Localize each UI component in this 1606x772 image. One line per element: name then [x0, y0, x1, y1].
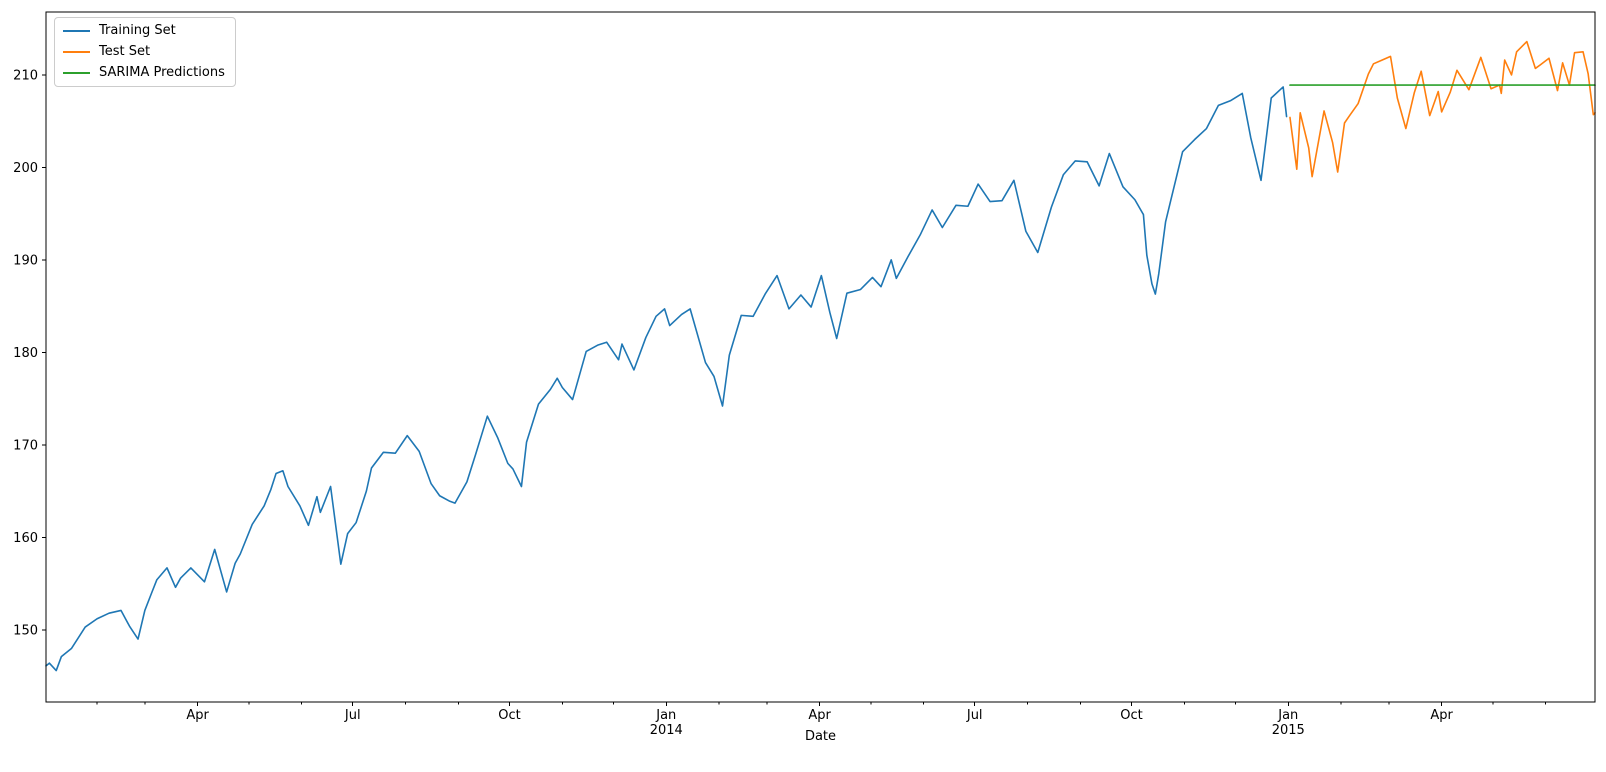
x-tick-label: Apr: [186, 708, 209, 723]
x-tick-year-label: 2015: [1272, 723, 1305, 738]
y-axis: 150 160 170 180 190 200 210: [13, 68, 46, 638]
y-tick-label: 210: [13, 68, 38, 83]
plot-border: [45, 11, 1596, 703]
x-tick-label: Apr: [1430, 708, 1453, 723]
x-tick-label: Jan: [655, 708, 676, 723]
legend-label-sarima-predictions: SARIMA Predictions: [99, 65, 225, 80]
legend-label-test-set: Test Set: [99, 44, 151, 59]
legend: Training Set Test Set SARIMA Predictions: [54, 17, 236, 87]
sarima-predictions-line-swatch: [63, 72, 90, 74]
x-tick-label: Oct: [1120, 708, 1142, 723]
x-tick-year-label: 2014: [650, 723, 683, 738]
y-tick-label: 150: [13, 623, 38, 638]
y-tick-label: 170: [13, 438, 38, 453]
x-tick-label: Jul: [966, 708, 983, 723]
series-group: [45, 40, 1596, 672]
y-tick-label: 160: [13, 531, 38, 546]
training-set-line-swatch: [63, 30, 90, 32]
y-tick-label: 200: [13, 161, 38, 176]
legend-label-training-set: Training Set: [99, 23, 176, 38]
x-axis-title: Date: [804, 729, 837, 744]
series-line-training-set: [45, 86, 1288, 672]
y-tick-label: 190: [13, 253, 38, 268]
test-set-line-swatch: [63, 51, 90, 53]
legend-item-sarima-predictions: SARIMA Predictions: [63, 66, 225, 80]
x-tick-label: Jan: [1277, 708, 1298, 723]
y-tick-label: 180: [13, 346, 38, 361]
x-tick-label: Jul: [344, 708, 361, 723]
legend-item-training-set: Training Set: [63, 24, 225, 38]
series-line-test-set: [1289, 40, 1596, 178]
x-tick-label: Apr: [808, 708, 831, 723]
legend-item-test-set: Test Set: [63, 45, 225, 59]
x-tick-label: Oct: [498, 708, 520, 723]
